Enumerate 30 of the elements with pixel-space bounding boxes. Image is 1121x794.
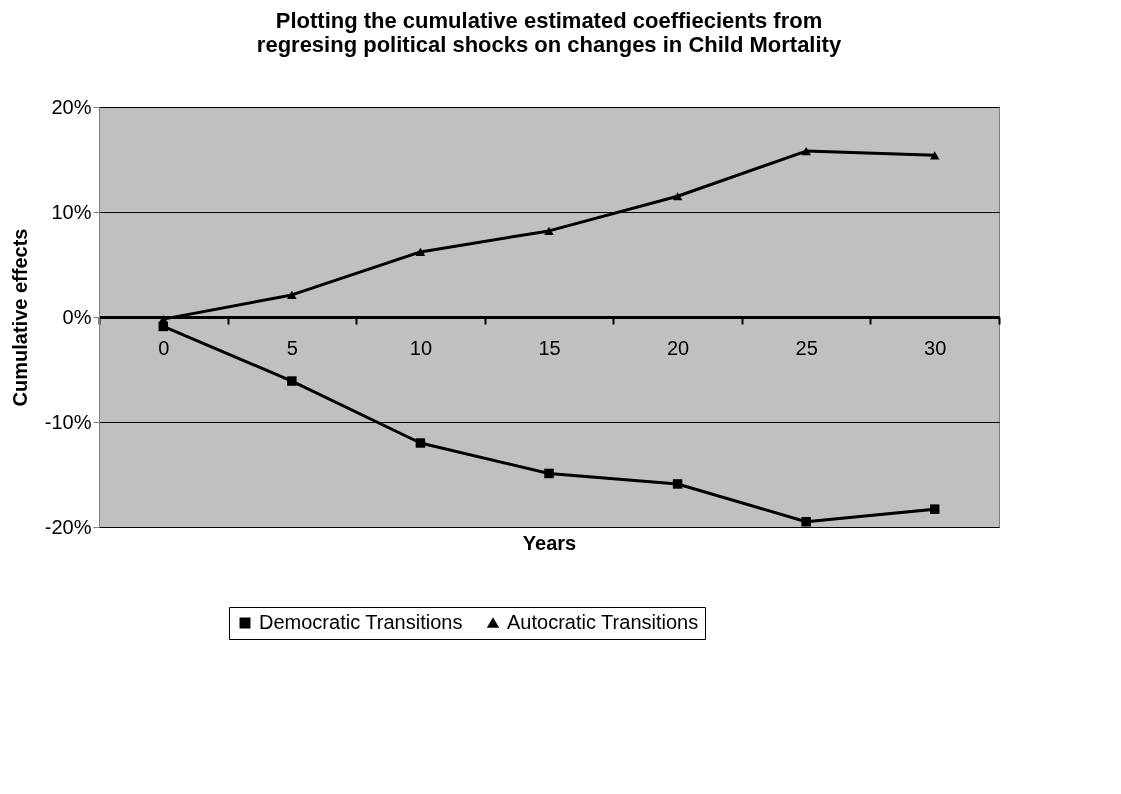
point xyxy=(672,479,683,489)
x-tick-label: 5 xyxy=(286,336,298,359)
y-tick-label: 20% xyxy=(51,95,92,118)
point xyxy=(929,151,940,160)
point xyxy=(801,517,811,527)
point xyxy=(929,504,940,514)
x-tick-label: 0 xyxy=(158,336,170,359)
point xyxy=(415,247,426,257)
point xyxy=(158,314,169,324)
point xyxy=(544,468,554,479)
legend-label: Autocratic Transitions xyxy=(507,611,699,633)
x-axis-title: Years xyxy=(522,531,577,554)
x-tick-label: 20 xyxy=(666,336,690,359)
x-tick-label: 25 xyxy=(795,336,818,359)
point xyxy=(287,290,297,300)
y-tick-label: 10% xyxy=(51,200,92,223)
point xyxy=(672,192,683,201)
y-axis-title: Cumulative effects xyxy=(8,228,31,407)
y-tick-label: -10% xyxy=(44,410,92,433)
point xyxy=(801,146,811,156)
point xyxy=(287,376,297,386)
legend-label: Democratic Transitions xyxy=(259,611,463,633)
x-tick-label: 10 xyxy=(409,336,433,359)
chart-title: Plotting the cumulative estimated coeffiecients from regresing political shocks on changes in Child Mortality xyxy=(256,8,842,57)
x-tick-label: 30 xyxy=(924,336,947,359)
point xyxy=(544,226,554,236)
point xyxy=(415,438,426,448)
y-tick-label: -20% xyxy=(44,515,92,538)
y-tick-label: 0% xyxy=(62,305,92,328)
x-tick-label: 15 xyxy=(538,336,561,359)
